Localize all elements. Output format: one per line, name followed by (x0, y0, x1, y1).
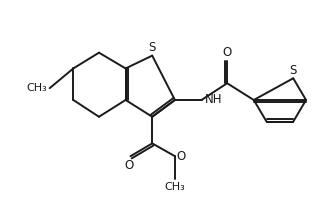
Text: O: O (222, 46, 232, 59)
Text: CH₃: CH₃ (164, 182, 185, 192)
Text: S: S (148, 41, 156, 54)
Text: S: S (289, 64, 297, 77)
Text: CH₃: CH₃ (26, 83, 47, 93)
Text: O: O (177, 150, 186, 163)
Text: NH: NH (204, 94, 222, 106)
Text: O: O (124, 159, 133, 172)
